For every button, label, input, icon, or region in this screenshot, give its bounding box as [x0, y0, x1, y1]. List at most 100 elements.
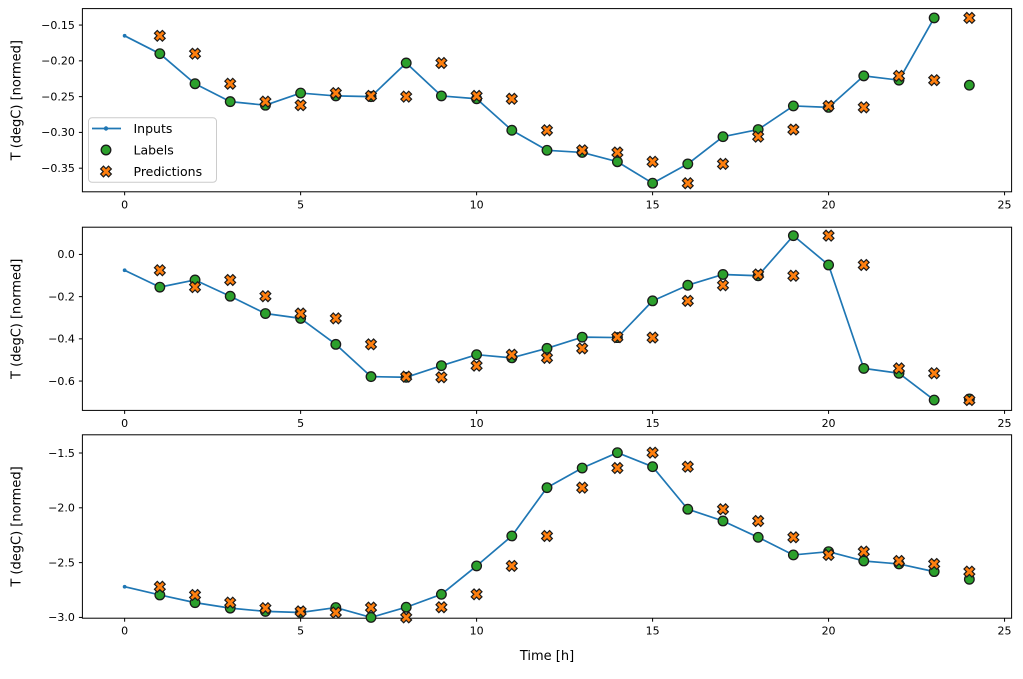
- inputs-line: [124, 234, 935, 401]
- legend-label: Labels: [134, 142, 174, 157]
- y-tick-label: −0.25: [41, 90, 75, 103]
- prediction-x-icon: [188, 47, 202, 60]
- prediction-x-icon: [611, 330, 624, 344]
- label-circle-icon: [611, 447, 623, 459]
- prediction-x-icon: [224, 273, 237, 287]
- y-tick-label: −0.35: [41, 162, 75, 175]
- label-circle-icon: [752, 531, 764, 543]
- label-circle-icon: [717, 269, 729, 280]
- label-circle-icon: [963, 79, 975, 91]
- prediction-x-icon: [681, 460, 695, 473]
- label-circle-icon: [787, 230, 799, 242]
- labels-series: [154, 447, 975, 623]
- prediction-x-icon: [435, 371, 448, 384]
- prediction-x-icon: [646, 446, 659, 459]
- labels-series: [154, 230, 975, 406]
- prediction-x-icon: [224, 77, 237, 90]
- predictions-series: [153, 11, 976, 190]
- label-circle-icon: [295, 87, 307, 99]
- inputs-series: [122, 16, 937, 186]
- prediction-x-icon: [364, 89, 378, 103]
- label-circle-icon: [717, 515, 729, 527]
- prediction-x-icon: [575, 144, 589, 157]
- y-tick-label: −2.0: [48, 502, 75, 515]
- label-circle-icon: [330, 338, 342, 350]
- legend-box: [88, 117, 217, 183]
- prediction-x-icon: [399, 611, 413, 624]
- x-axis: 0 5 10 15 20 25: [121, 618, 1012, 638]
- label-circle-icon: [647, 177, 659, 189]
- prediction-x-icon: [399, 370, 413, 383]
- label-circle-icon: [435, 360, 447, 372]
- prediction-x-icon: [892, 362, 906, 375]
- prediction-x-icon: [329, 86, 343, 100]
- prediction-x-icon: [188, 280, 202, 294]
- x-tick-label: 0: [121, 198, 128, 211]
- y-tick-label: −0.4: [48, 333, 75, 346]
- x-tick-label: 5: [297, 417, 304, 430]
- x-axis: 0 5 10 15 20 25: [121, 191, 1012, 211]
- prediction-x-icon: [399, 90, 413, 103]
- inputs-series: [122, 233, 937, 402]
- prediction-x-icon: [646, 331, 659, 344]
- y-tick-label: −2.5: [48, 556, 75, 569]
- label-circle-icon: [365, 611, 377, 623]
- legend-entry-inputs: Inputs: [92, 121, 172, 136]
- predictions-series: [153, 229, 976, 407]
- prediction-x-icon: [963, 393, 976, 407]
- label-circle-icon: [259, 308, 271, 319]
- prediction-x-icon: [540, 124, 554, 137]
- y-axis-label: T (degC) [normed]: [10, 40, 25, 161]
- x-tick-label: 25: [998, 198, 1012, 211]
- y-tick-label: −0.20: [41, 55, 75, 68]
- legend-entry-labels: Labels: [100, 142, 174, 157]
- inputs-line: [124, 451, 935, 619]
- input-dot-icon: [122, 584, 127, 589]
- label-circle-icon: [435, 90, 447, 102]
- label-circle-icon: [928, 394, 940, 406]
- label-circle-icon: [506, 124, 518, 136]
- prediction-x-icon: [857, 545, 870, 558]
- label-circle-icon: [541, 342, 553, 354]
- label-circle-icon: [858, 70, 870, 82]
- prediction-x-icon: [822, 229, 835, 242]
- prediction-x-icon: [470, 359, 483, 372]
- prediction-x-icon: [927, 367, 941, 380]
- prediction-x-icon: [927, 73, 941, 87]
- label-circle-icon: [224, 96, 236, 108]
- prediction-x-icon: [611, 461, 624, 475]
- label-circle-icon: [189, 78, 201, 90]
- prediction-x-icon: [188, 588, 202, 602]
- prediction-x-icon: [505, 348, 519, 361]
- prediction-x-icon: [259, 289, 272, 303]
- prediction-x-icon: [927, 557, 941, 571]
- label-circle-icon: [858, 362, 870, 374]
- label-circle-icon: [154, 48, 166, 60]
- x-tick-label: 15: [646, 625, 660, 638]
- y-tick-label: −3.0: [48, 611, 75, 624]
- prediction-x-icon: [787, 269, 800, 282]
- prediction-x-icon: [505, 559, 519, 573]
- prediction-x-icon: [259, 601, 272, 615]
- x-axis: 0 5 10 15 20 25: [121, 410, 1012, 430]
- inputs-series: [122, 450, 937, 620]
- y-tick-label: −0.6: [48, 375, 75, 388]
- input-dot-icon: [122, 33, 127, 38]
- label-circle-icon: [100, 144, 112, 156]
- prediction-x-icon: [435, 56, 448, 70]
- x-tick-label: 0: [121, 625, 128, 638]
- prediction-x-icon: [435, 601, 448, 614]
- x-tick-label: 25: [998, 625, 1012, 638]
- label-circle-icon: [647, 295, 659, 307]
- prediction-x-icon: [294, 605, 307, 618]
- legend-label: Inputs: [134, 121, 173, 136]
- x-tick-label: 0: [121, 417, 128, 430]
- label-circle-icon: [787, 100, 799, 112]
- prediction-x-icon: [716, 157, 730, 171]
- prediction-x-icon: [505, 92, 519, 105]
- y-axis-label: T (degC) [normed]: [10, 466, 25, 587]
- prediction-x-icon: [751, 268, 765, 281]
- input-dot-icon: [122, 268, 127, 273]
- label-circle-icon: [682, 503, 694, 515]
- legend: Inputs Labels Predictions: [88, 117, 217, 183]
